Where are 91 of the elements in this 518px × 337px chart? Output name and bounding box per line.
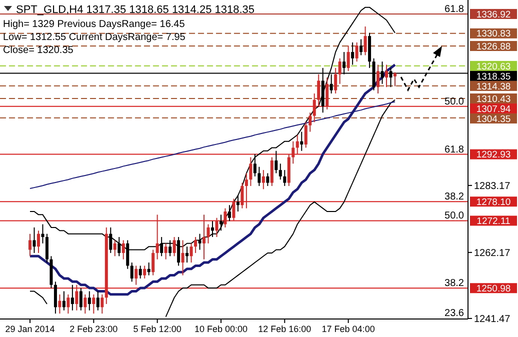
candlestick	[249, 156, 252, 186]
ref-line-label: 1330.83	[476, 28, 511, 40]
candlestick	[351, 42, 354, 66]
annotation: Close= 1320.35	[3, 45, 74, 56]
annotation: 50.0	[444, 96, 464, 108]
annotation: 61.8	[444, 144, 464, 156]
candlestick	[228, 204, 231, 222]
candlestick	[376, 64, 380, 94]
candlestick	[219, 214, 222, 232]
ref-line-label: 1292.93	[476, 150, 511, 161]
y-tick-label: 1283.17	[474, 180, 511, 192]
annotation: High= 1329 Previous DaysRange= 16.45	[3, 19, 186, 30]
candlestick	[130, 262, 134, 282]
candlestick	[134, 265, 138, 286]
candlestick	[274, 150, 278, 174]
ref-line-label: 1250.98	[476, 283, 511, 294]
candlestick	[138, 265, 142, 279]
candlestick	[364, 26, 367, 56]
candlestick	[54, 281, 57, 314]
candlestick	[36, 230, 40, 254]
candlestick	[262, 170, 265, 190]
line-series	[28, 64, 396, 296]
y-tick-label: 1262.17	[474, 248, 511, 259]
annotation: 61.8	[444, 4, 464, 15]
candlestick	[147, 262, 150, 276]
ref-line-label: 1336.92	[476, 9, 511, 20]
candlestick	[300, 131, 304, 152]
candlestick	[79, 288, 82, 311]
annotation: 38.2	[444, 278, 464, 290]
candlestick	[41, 224, 44, 244]
candlestick	[355, 42, 358, 62]
candlestick	[164, 242, 168, 260]
candlestick	[266, 172, 270, 186]
annotation: 38.2	[444, 192, 464, 203]
x-tick-label: 17 Feb 04:00	[322, 324, 375, 334]
candlestick	[394, 72, 396, 87]
candlestick	[270, 156, 274, 186]
candlestick	[28, 233, 32, 257]
candlestick	[143, 265, 146, 279]
annotation: Low= 1312.55 Current DaysRange= 7.95	[3, 32, 186, 43]
x-tick-label: 10 Feb 00:00	[194, 324, 248, 334]
y-tick-label: 1241.47	[474, 314, 511, 325]
x-tick-label: 29 Jan 2014	[5, 324, 55, 334]
ref-line-label: 1326.88	[476, 41, 511, 52]
candlestick	[172, 236, 176, 257]
candlestick	[100, 294, 104, 314]
ref-line-label: 1314.38	[476, 81, 511, 92]
candlestick	[338, 58, 342, 84]
candlestick	[346, 45, 350, 72]
ref-line-label: 1310.43	[476, 94, 511, 105]
candlestick	[186, 246, 189, 264]
candlestick	[236, 195, 240, 212]
candlestick	[96, 290, 100, 311]
candlestick	[190, 242, 193, 264]
ref-line-label: 1304.35	[476, 114, 511, 125]
candlestick	[62, 290, 66, 311]
candlestick	[283, 170, 286, 186]
candlestick	[258, 166, 261, 186]
candlestick	[45, 233, 48, 264]
x-tick-label: 2 Feb 23:00	[70, 324, 118, 334]
candlestick	[206, 224, 210, 244]
ref-line-label: 1318.35	[476, 71, 511, 82]
candlestick	[113, 240, 116, 257]
candlestick	[32, 226, 36, 254]
candlestick	[278, 163, 282, 180]
annotation: 50.0	[444, 210, 464, 222]
x-tick-label: 5 Feb 12:00	[133, 324, 182, 334]
candlestick	[122, 240, 125, 260]
candlestick	[360, 38, 363, 56]
ref-line-label: 1278.10	[476, 196, 511, 208]
candlestick	[194, 236, 198, 254]
candlestick	[58, 294, 62, 314]
text: 23.6	[444, 308, 464, 319]
ref-line-label: 1307.94	[476, 104, 511, 115]
candlestick	[253, 154, 256, 177]
ref-line-label: 1320.63	[476, 61, 511, 72]
candlestick	[88, 290, 91, 311]
candlestick	[304, 122, 308, 148]
candlestick	[308, 112, 312, 132]
candlestick	[70, 284, 74, 311]
candlestick	[211, 220, 214, 238]
candlestick	[92, 294, 96, 314]
candlestick	[84, 294, 87, 314]
candlestick	[181, 240, 184, 276]
candlestick	[385, 64, 388, 88]
candlestick	[66, 294, 70, 314]
candlestick	[152, 249, 155, 276]
candlestick	[334, 67, 338, 94]
chart-title: SPT_GLD,H4 1317.35 1318.65 1314.25 1318.35	[16, 4, 255, 16]
x-tick-label: 12 Feb 16:00	[258, 324, 312, 334]
ref-line-label: 1272.11	[476, 216, 510, 228]
